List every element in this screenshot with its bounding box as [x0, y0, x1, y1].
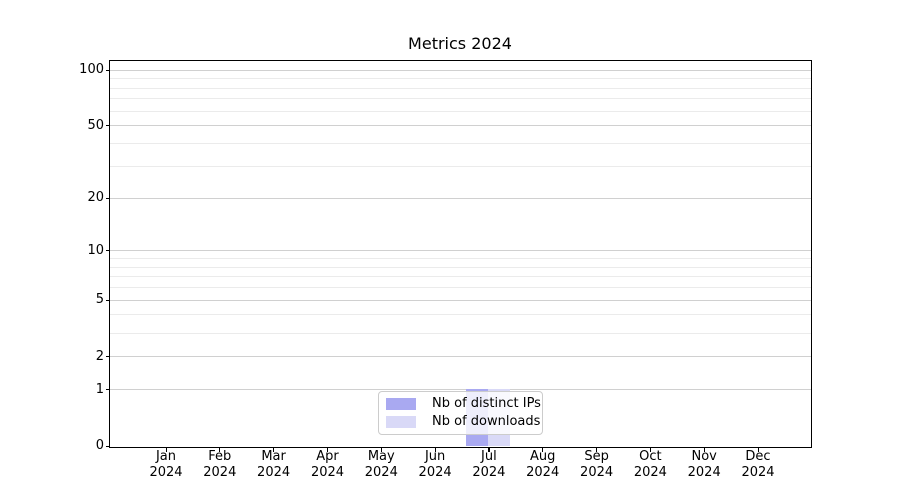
x-tick-mark-may-2024 — [380, 447, 382, 452]
x-tick-label-aug-2024: Aug 2024 — [526, 449, 560, 480]
x-tick-mark-aug-2024 — [542, 447, 544, 452]
x-tick-label-sep-2024: Sep 2024 — [580, 449, 614, 480]
gridline-major-50 — [109, 125, 811, 127]
x-tick-mark-dec-2024 — [757, 447, 759, 452]
x-tick-label-feb-2024: Feb 2024 — [203, 449, 237, 480]
gridline-major-5 — [109, 299, 811, 301]
x-tick-label-jun-2024: Jun 2024 — [418, 449, 452, 480]
gridline-minor-80 — [109, 87, 811, 89]
legend: Nb of distinct IPs Nb of downloads — [378, 391, 543, 435]
y-tick-mark-0 — [105, 445, 110, 447]
x-tick-mark-feb-2024 — [219, 447, 221, 452]
x-tick-label-may-2024: May 2024 — [364, 449, 398, 480]
gridline-minor-70 — [109, 98, 811, 100]
legend-item-distinct-ips: Nb of distinct IPs — [386, 396, 541, 413]
x-tick-label-dec-2024: Dec 2024 — [741, 449, 775, 480]
gridline-major-1 — [109, 389, 811, 390]
legend-label-distinct-ips: Nb of distinct IPs — [432, 396, 541, 412]
gridline-minor-4 — [109, 314, 811, 316]
x-tick-label-oct-2024: Oct 2024 — [633, 449, 667, 480]
y-tick-mark-50 — [105, 125, 110, 127]
x-tick-label-apr-2024: Apr 2024 — [310, 449, 345, 480]
gridline-major-20 — [109, 197, 811, 199]
gridline-minor-7 — [109, 276, 811, 278]
y-tick-label-10: 10 — [87, 242, 104, 258]
y-tick-label-5: 5 — [95, 292, 104, 307]
chart-title: Metrics 2024 — [408, 34, 512, 53]
x-tick-mark-jul-2024 — [488, 447, 490, 452]
plot-area — [108, 59, 812, 448]
gridline-minor-6 — [109, 287, 811, 288]
x-tick-mark-nov-2024 — [703, 447, 705, 452]
x-tick-mark-jun-2024 — [434, 447, 436, 452]
y-tick-label-0: 0 — [95, 438, 104, 453]
x-tick-label-mar-2024: Mar 2024 — [257, 449, 291, 480]
y-tick-mark-5 — [105, 299, 110, 301]
x-tick-mark-apr-2024 — [327, 447, 329, 452]
y-tick-label-100: 100 — [79, 62, 104, 77]
gridline-minor-3 — [109, 332, 811, 334]
x-tick-label-jul-2024: Jul 2024 — [472, 449, 506, 480]
y-tick-mark-1 — [105, 389, 110, 391]
gridline-minor-40 — [109, 142, 811, 144]
legend-swatch-distinct-ips — [386, 398, 416, 411]
y-tick-label-50: 50 — [87, 117, 104, 133]
x-tick-label-nov-2024: Nov 2024 — [687, 449, 721, 480]
gridline-minor-90 — [109, 78, 811, 79]
y-tick-label-2: 2 — [95, 348, 104, 364]
x-tick-mark-oct-2024 — [649, 447, 652, 452]
gridline-minor-8 — [109, 266, 811, 268]
y-tick-mark-10 — [105, 250, 110, 252]
gridline-minor-60 — [109, 110, 811, 112]
gridline-major-10 — [109, 250, 811, 252]
x-tick-mark-sep-2024 — [596, 447, 598, 452]
gridline-minor-9 — [109, 257, 811, 259]
x-tick-mark-jan-2024 — [165, 447, 167, 452]
gridline-major-100 — [109, 69, 811, 71]
y-tick-mark-20 — [105, 197, 110, 199]
y-tick-mark-100 — [105, 69, 110, 71]
legend-swatch-downloads — [386, 415, 416, 428]
legend-label-downloads: Nb of downloads — [432, 413, 541, 429]
x-tick-label-jan-2024: Jan 2024 — [149, 449, 183, 480]
y-tick-mark-2 — [105, 356, 110, 358]
x-tick-mark-mar-2024 — [273, 447, 275, 452]
gridline-minor-30 — [109, 165, 811, 167]
y-tick-label-1: 1 — [95, 381, 104, 397]
legend-item-downloads: Nb of downloads — [386, 414, 540, 431]
y-tick-label-20: 20 — [87, 190, 104, 205]
gridline-major-2 — [109, 356, 811, 357]
